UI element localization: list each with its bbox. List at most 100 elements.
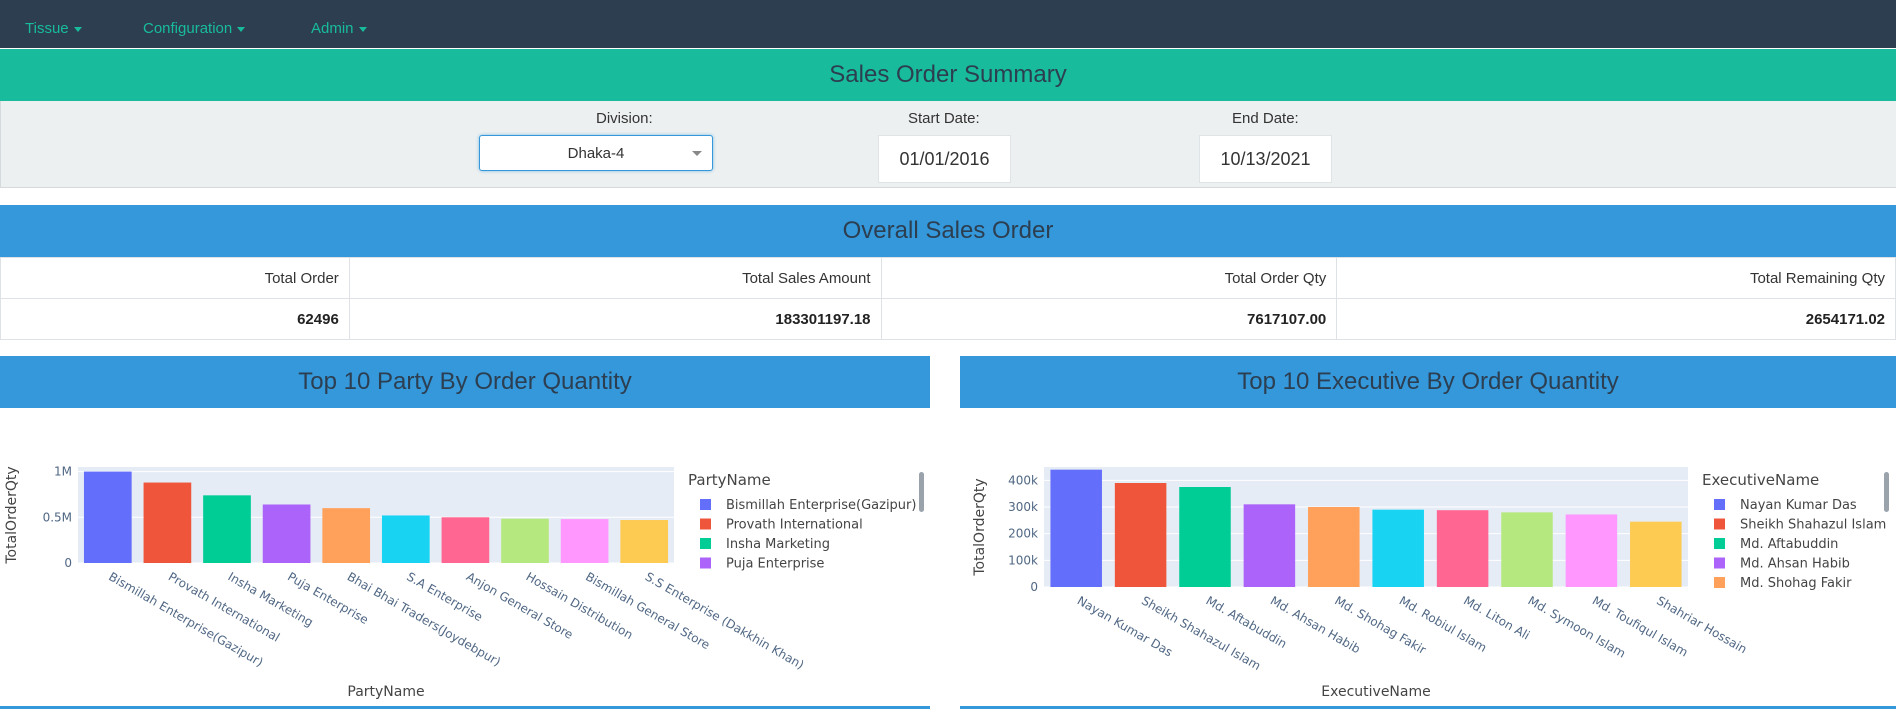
y-tick-label: 0.5M xyxy=(43,510,72,524)
legend-swatch xyxy=(1714,577,1725,588)
x-axis-title: PartyName xyxy=(347,684,424,700)
legend-swatch xyxy=(1714,518,1725,530)
legend-swatch xyxy=(700,557,711,569)
legend-swatch xyxy=(1714,557,1725,569)
legend-swatch xyxy=(1714,499,1725,510)
caret-down-icon xyxy=(73,26,82,32)
table-row: 62496 183301197.18 7617107.00 2654171.02 xyxy=(0,298,1896,340)
header-total-order: Total Order xyxy=(0,257,350,299)
legend-item[interactable]: Sheikh Shahazul Islam xyxy=(1740,518,1886,533)
top-navbar: Tissue Configuration Admin xyxy=(0,0,1896,48)
header-total-remaining-qty: Total Remaining Qty xyxy=(1336,257,1896,299)
executive-chart-header: Top 10 Executive By Order Quantity xyxy=(960,356,1896,408)
header-total-sales-amount: Total Sales Amount xyxy=(348,257,882,299)
end-date-value: 10/13/2021 xyxy=(1220,148,1311,169)
legend-title: PartyName xyxy=(688,471,771,489)
executive-bar-chart: 0 100k 200k 300k 400k Nayan Kumar Das Sheikh S… xyxy=(972,467,1886,700)
x-tick-label: Anjon General Store xyxy=(464,569,576,641)
bar[interactable] xyxy=(1565,514,1618,587)
nav-admin-dropdown[interactable]: Admin xyxy=(311,20,367,37)
caret-down-icon xyxy=(358,26,367,32)
legend-item[interactable]: Puja Enterprise xyxy=(726,557,824,572)
summary-title: Sales Order Summary xyxy=(829,61,1067,88)
y-tick-label: 0 xyxy=(64,556,72,570)
bar[interactable] xyxy=(262,504,311,563)
chart-legend: PartyName Bismillah Enterprise(Gazipur) Pr… xyxy=(688,471,916,572)
y-tick-label: 400k xyxy=(1008,473,1038,487)
legend-item[interactable]: Insha Marketing xyxy=(726,537,830,552)
nav-configuration-label: Configuration xyxy=(143,20,233,37)
nav-admin-label: Admin xyxy=(311,20,354,37)
value-total-order-qty: 7617107.00 xyxy=(880,298,1338,340)
legend-swatch xyxy=(700,538,711,549)
caret-down-icon xyxy=(237,26,246,32)
legend-swatch xyxy=(1714,538,1725,549)
legend-item[interactable]: Md. Aftabuddin xyxy=(1740,537,1838,552)
table-header-row: Total Order Total Sales Amount Total Ord… xyxy=(0,257,1896,299)
executive-chart-title: Top 10 Executive By Order Quantity xyxy=(1237,368,1619,395)
x-tick-label: Hossain Distribution xyxy=(524,569,636,642)
value-total-remaining-qty: 2654171.02 xyxy=(1336,298,1896,340)
bar[interactable] xyxy=(1050,469,1102,587)
y-tick-label: 200k xyxy=(1008,527,1038,541)
chart-legend: ExecutiveName Nayan Kumar Das Sheikh Shaha… xyxy=(1702,471,1886,591)
nav-configuration-dropdown[interactable]: Configuration xyxy=(143,20,246,37)
start-date-label: Start Date: xyxy=(908,110,980,127)
party-chart-title: Top 10 Party By Order Quantity xyxy=(298,368,632,395)
bar[interactable] xyxy=(441,517,490,563)
legend-item[interactable]: Md. Shohag Fakir xyxy=(1740,576,1852,591)
division-label: Division: xyxy=(596,110,653,127)
legend-item[interactable]: Nayan Kumar Das xyxy=(1740,498,1857,513)
x-axis-title: ExecutiveName xyxy=(1321,684,1430,700)
bar[interactable] xyxy=(83,471,132,563)
overall-title: Overall Sales Order xyxy=(842,217,1054,244)
panel-bottom-border xyxy=(0,706,930,709)
y-axis-title: TotalOrderQty xyxy=(972,478,988,576)
bar[interactable] xyxy=(1630,521,1682,587)
y-tick-label: 1M xyxy=(54,465,72,479)
legend-item[interactable]: Md. Ahsan Habib xyxy=(1740,557,1850,572)
bar[interactable] xyxy=(560,519,609,563)
nav-tissue-label: Tissue xyxy=(25,20,69,37)
dropdown-arrow-icon xyxy=(692,151,702,156)
overall-table: Total Order Total Sales Amount Total Ord… xyxy=(0,257,1896,340)
bar[interactable] xyxy=(620,520,669,563)
party-chart-header: Top 10 Party By Order Quantity xyxy=(0,356,930,408)
value-total-order: 62496 xyxy=(0,298,350,340)
start-date-value: 01/01/2016 xyxy=(899,148,990,169)
bar[interactable] xyxy=(1372,509,1424,587)
legend-swatch xyxy=(700,518,711,530)
legend-title: ExecutiveName xyxy=(1702,471,1819,489)
y-tick-label: 100k xyxy=(1008,553,1038,567)
bar[interactable] xyxy=(1501,512,1553,587)
legend-scrollbar[interactable] xyxy=(1884,472,1889,512)
y-axis-title: TotalOrderQty xyxy=(4,466,20,564)
bar[interactable] xyxy=(1308,507,1360,587)
legend-scrollbar[interactable] xyxy=(919,472,924,512)
value-total-sales-amount: 183301197.18 xyxy=(348,298,882,340)
y-tick-label: 300k xyxy=(1008,500,1038,514)
y-tick-label: 0 xyxy=(1030,580,1038,594)
header-total-order-qty: Total Order Qty xyxy=(880,257,1338,299)
nav-tissue-dropdown[interactable]: Tissue xyxy=(25,20,82,37)
bar[interactable] xyxy=(322,508,371,563)
division-select[interactable]: Dhaka-4 xyxy=(479,135,713,171)
legend-swatch xyxy=(700,499,711,510)
legend-item[interactable]: Provath International xyxy=(726,518,863,533)
end-date-input[interactable]: 10/13/2021 xyxy=(1199,135,1332,183)
panel-bottom-border xyxy=(960,706,1896,709)
bar[interactable] xyxy=(203,495,251,563)
overall-header: Overall Sales Order xyxy=(0,205,1896,257)
legend-item[interactable]: Bismillah Enterprise(Gazipur) xyxy=(726,498,916,513)
bar[interactable] xyxy=(1436,510,1489,587)
bar[interactable] xyxy=(1243,504,1296,587)
x-tick-label: Sheikh Shahazul Islam xyxy=(1139,593,1263,673)
start-date-input[interactable]: 01/01/2016 xyxy=(878,135,1011,183)
bar[interactable] xyxy=(1179,487,1231,587)
bar[interactable] xyxy=(1114,483,1167,587)
bar[interactable] xyxy=(501,518,549,563)
bar[interactable] xyxy=(143,482,192,563)
bar[interactable] xyxy=(381,515,430,563)
